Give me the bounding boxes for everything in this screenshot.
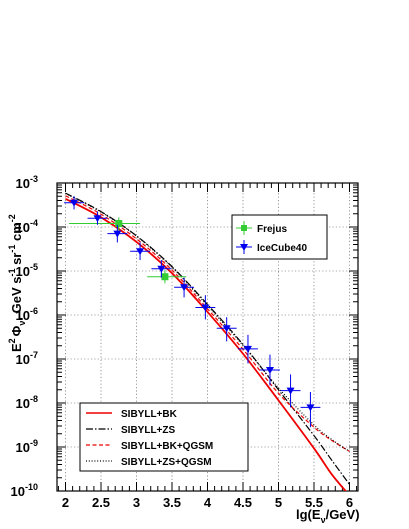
x-tick-labels: 2 2.5 3 3.5 4 4.5 5 5.5 6 [62, 495, 353, 510]
x-tick-label: 4.5 [234, 495, 252, 510]
icecube-point [222, 325, 231, 333]
icecube-point [136, 248, 145, 256]
y-tick-label: 10-6 [16, 306, 38, 323]
icecube-point [243, 345, 252, 353]
y-tick-label: 10-8 [16, 394, 38, 411]
frejus-point [115, 219, 123, 227]
icecube-point [157, 265, 166, 273]
legend-sibyll-bk-label: SIBYLL+BK [121, 409, 178, 420]
y-tick-label: 10-9 [16, 438, 38, 455]
icecube-point [201, 304, 210, 312]
legend-frejus-label: Frejus [257, 224, 287, 235]
y-axis-title: E2Φν, GeV s-1 sr-1 cm-2 [7, 214, 27, 352]
frejus-point [161, 273, 169, 281]
axis-ticks [57, 182, 358, 492]
x-tick-label: 4 [204, 495, 212, 510]
curves-legend: SIBYLL+BK SIBYLL+ZS SIBYLL+BK+QGSM SIBYL… [79, 402, 249, 472]
legend-sibyll-zs-label: SIBYLL+ZS [121, 425, 176, 436]
y-tick-label: 10-3 [16, 174, 38, 191]
x-tick-label: 5 [275, 495, 282, 510]
x-tick-label: 5.5 [305, 495, 323, 510]
x-tick-label: 3 [133, 495, 140, 510]
y-tick-label: 10-10 [11, 482, 38, 499]
points-legend: Frejus IceCube40 [231, 214, 328, 260]
legend-icecube-label: IceCube40 [257, 243, 307, 254]
y-tick-label: 10-7 [16, 350, 38, 367]
y-tick-label: 10-5 [16, 262, 38, 279]
icecube-point [306, 404, 315, 412]
icecube-point [180, 284, 189, 292]
points-legend-box [231, 214, 328, 260]
x-tick-label: 3.5 [163, 495, 181, 510]
icecube-point [265, 367, 274, 374]
icecube-point [286, 387, 295, 395]
icecube-point [93, 215, 102, 223]
data-points [64, 196, 321, 428]
y-tick-label: 10-4 [16, 218, 38, 235]
curve-sibyll-zs [65, 192, 350, 485]
legend-sibyll-bk-qgsm-label: SIBYLL+BK+QGSM [121, 441, 213, 452]
x-tick-label: 2.5 [92, 495, 110, 510]
curve-sibyll-zs-qgsm [65, 193, 350, 452]
y-tick-labels: 10-10 10-9 10-8 10-7 10-6 10-5 10-4 10-3 [11, 174, 38, 499]
legend-frejus-marker [241, 225, 247, 231]
icecube-point [70, 199, 79, 207]
legend-icecube-marker [240, 244, 248, 251]
icecube-point [113, 230, 122, 238]
curves-legend-box [79, 402, 249, 472]
legend-sibyll-zs-qgsm-label: SIBYLL+ZS+QGSM [121, 457, 212, 468]
x-tick-label: 2 [62, 495, 69, 510]
x-axis-title: lg(Eν/GeV) [296, 507, 360, 525]
x-tick-label: 6 [346, 495, 353, 510]
